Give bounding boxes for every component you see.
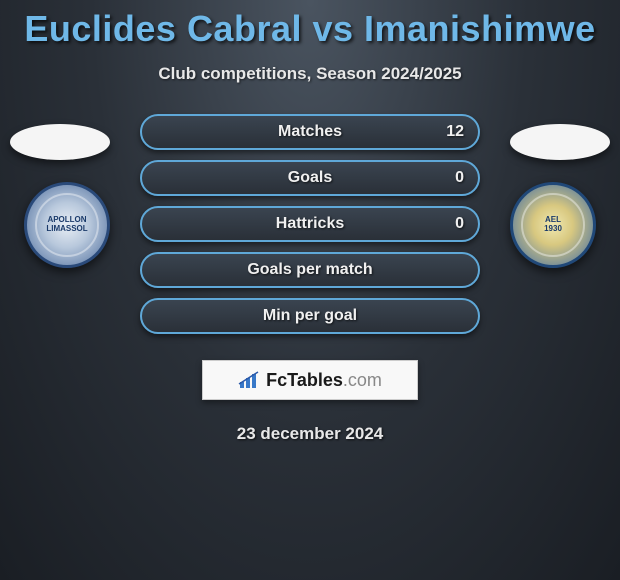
season-subtitle: Club competitions, Season 2024/2025 (0, 64, 620, 84)
stat-row: Goals per match (140, 252, 480, 288)
badge-label: AEL1930 (544, 216, 562, 234)
stat-label: Min per goal (263, 307, 357, 325)
comparison-area: APOLLONLIMASSOL AEL1930 Matches 12 Goals… (0, 114, 620, 344)
stat-row: Hattricks 0 (140, 206, 480, 242)
club-badge-right: AEL1930 (510, 182, 596, 268)
player-right-placeholder (510, 124, 610, 160)
player-left-placeholder (10, 124, 110, 160)
stat-value-right: 0 (455, 169, 464, 187)
stat-row: Matches 12 (140, 114, 480, 150)
stat-label: Goals (288, 169, 332, 187)
stat-label: Matches (278, 123, 342, 141)
logo-text: FcTables.com (266, 370, 382, 391)
bar-chart-icon (238, 370, 262, 390)
stat-row: Goals 0 (140, 160, 480, 196)
comparison-date: 23 december 2024 (0, 424, 620, 444)
stat-value-right: 0 (455, 215, 464, 233)
stat-row: Min per goal (140, 298, 480, 334)
badge-label: APOLLONLIMASSOL (46, 216, 87, 234)
club-badge-left: APOLLONLIMASSOL (24, 182, 110, 268)
stat-value-right: 12 (446, 123, 464, 141)
stat-label: Goals per match (247, 261, 372, 279)
comparison-title: Euclides Cabral vs Imanishimwe (0, 0, 620, 50)
stat-label: Hattricks (276, 215, 344, 233)
fctables-logo[interactable]: FcTables.com (202, 360, 418, 400)
stats-container: Matches 12 Goals 0 Hattricks 0 Goals per… (140, 114, 480, 344)
